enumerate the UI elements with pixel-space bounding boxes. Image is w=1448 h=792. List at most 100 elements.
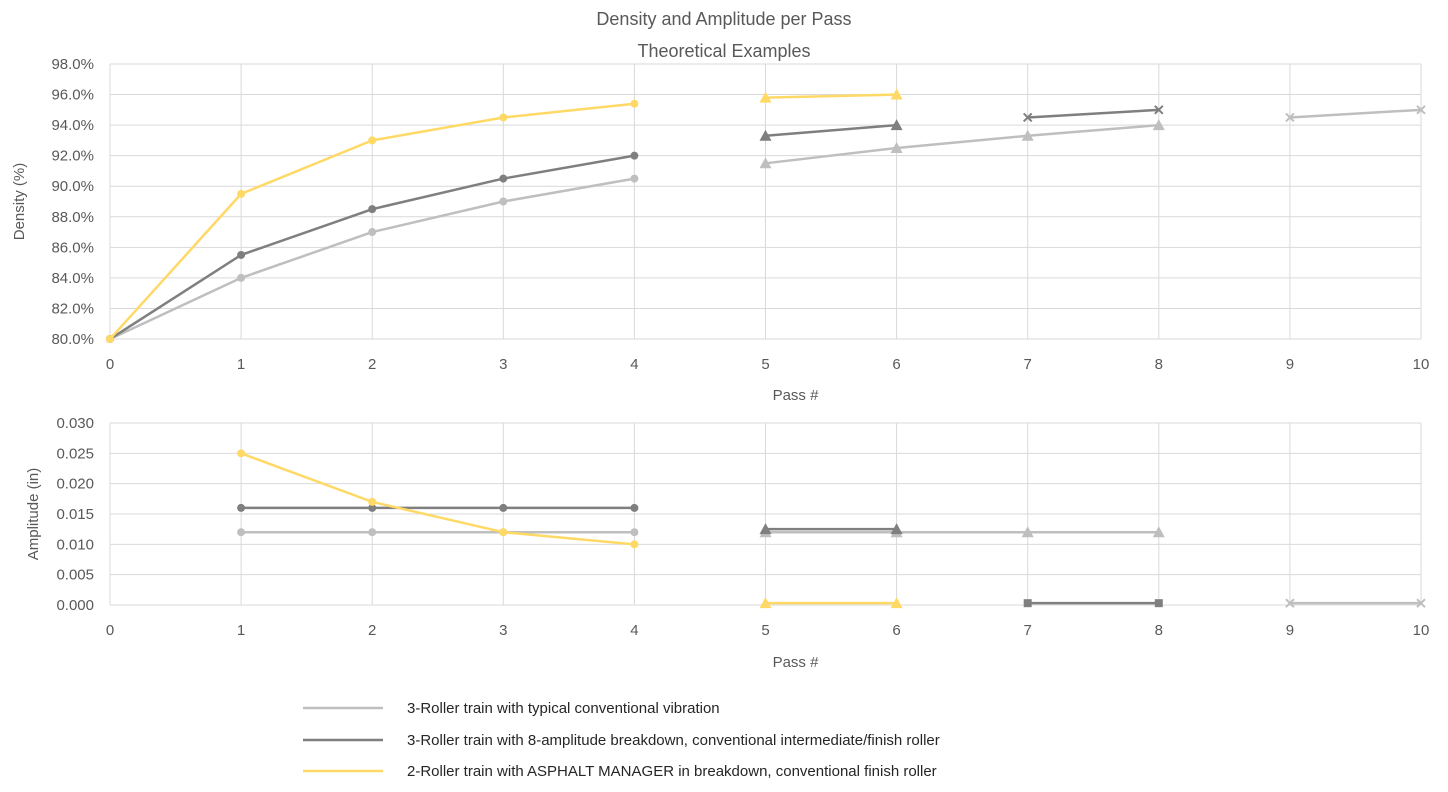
amplitude-x-tick-label: 6 bbox=[892, 622, 900, 639]
amplitude-series-2 bbox=[1285, 598, 1426, 608]
amplitude-data-point bbox=[368, 497, 377, 506]
amplitude-x-axis-label: Pass # bbox=[773, 654, 820, 671]
density-data-point bbox=[890, 142, 903, 154]
amplitude-series-7 bbox=[759, 597, 903, 609]
density-data-point bbox=[630, 174, 639, 183]
amplitude-data-point bbox=[759, 523, 772, 535]
density-data-point bbox=[890, 88, 903, 100]
density-series-1 bbox=[759, 119, 1165, 169]
density-y-tick-label: 88.0% bbox=[51, 209, 94, 226]
amplitude-x-tick-label: 1 bbox=[237, 622, 245, 639]
density-data-point bbox=[759, 129, 772, 141]
density-data-point bbox=[1416, 105, 1426, 115]
density-data-point bbox=[237, 250, 246, 259]
density-data-point bbox=[759, 91, 772, 103]
density-series-6 bbox=[106, 99, 639, 343]
density-x-tick-label: 7 bbox=[1024, 356, 1032, 373]
amplitude-series-line bbox=[240, 452, 635, 546]
amplitude-series-5 bbox=[1023, 599, 1163, 608]
amplitude-data-point bbox=[630, 528, 639, 537]
density-data-point bbox=[368, 205, 377, 214]
amplitude-y-tick-label: 0.010 bbox=[56, 536, 94, 553]
chart-panels: 0 1 2 3 4 5 6 7 8 9 1080.0%82.0%84.0%86.0%88.0%90.… bbox=[11, 56, 1429, 671]
density-data-point bbox=[499, 113, 508, 122]
legend-label: 3-Roller train with 8-amplitude breakdow… bbox=[407, 732, 940, 749]
density-data-point bbox=[630, 151, 639, 160]
density-data-point bbox=[1154, 105, 1164, 115]
density-x-tick-label: 6 bbox=[892, 356, 900, 373]
density-x-tick-label: 10 bbox=[1413, 356, 1430, 373]
amplitude-data-point bbox=[499, 503, 508, 512]
amplitude-data-point bbox=[630, 540, 639, 549]
amplitude-data-point bbox=[368, 503, 377, 512]
amplitude-data-point bbox=[759, 597, 772, 609]
amplitude-data-point bbox=[237, 503, 246, 512]
density-y-tick-label: 98.0% bbox=[51, 56, 94, 73]
density-series-line bbox=[765, 93, 897, 99]
density-data-point bbox=[1285, 112, 1295, 123]
amplitude-data-point bbox=[499, 528, 508, 537]
amplitude-data-point bbox=[890, 523, 903, 535]
amplitude-series-3 bbox=[237, 503, 639, 512]
density-y-tick-label: 92.0% bbox=[51, 148, 94, 165]
legend: 3-Roller train with typical conventional… bbox=[303, 700, 940, 780]
amplitude-y-tick-label: 0.015 bbox=[56, 506, 94, 523]
amplitude-y-tick-label: 0.025 bbox=[56, 445, 94, 462]
amplitude-y-tick-label: 0.020 bbox=[56, 476, 94, 493]
amplitude-y-tick-label: 0.030 bbox=[56, 415, 94, 432]
amplitude-series-4 bbox=[759, 523, 903, 535]
density-data-point bbox=[499, 197, 508, 206]
density-y-tick-label: 80.0% bbox=[51, 331, 94, 348]
density-y-tick-label: 94.0% bbox=[51, 117, 94, 134]
density-panel: 0 1 2 3 4 5 6 7 8 9 10 80.0% 82.0% 84.0% 86.0% 88.0% 90.… bbox=[11, 56, 1429, 404]
density-x-tick-label: 9 bbox=[1286, 356, 1294, 373]
amplitude-data-point bbox=[890, 597, 903, 609]
density-y-tick-label: 86.0% bbox=[51, 239, 94, 256]
density-data-point bbox=[1152, 119, 1165, 131]
density-y-tick-label: 84.0% bbox=[51, 270, 94, 287]
chart-title-line-2: Theoretical Examples bbox=[637, 41, 810, 61]
amplitude-data-point bbox=[237, 528, 246, 537]
density-y-axis-label: Density (%) bbox=[11, 163, 28, 241]
density-series-line bbox=[1289, 108, 1422, 119]
amplitude-x-tick-label: 2 bbox=[368, 622, 376, 639]
density-x-tick-label: 1 bbox=[237, 356, 245, 373]
amplitude-data-point bbox=[1152, 526, 1165, 538]
legend-label: 3-Roller train with typical conventional… bbox=[407, 700, 720, 717]
amplitude-data-point bbox=[1021, 526, 1034, 538]
amplitude-series-0 bbox=[237, 528, 639, 537]
amplitude-panel: 0 1 2 3 4 5 6 7 8 9 10 0.000 0.005 0.010 0.015 0.020 0.0… bbox=[25, 415, 1429, 671]
density-data-point bbox=[1021, 129, 1034, 141]
amplitude-x-tick-label: 4 bbox=[630, 622, 638, 639]
legend-label: 2-Roller train with ASPHALT MANAGER in b… bbox=[407, 763, 937, 780]
amplitude-x-tick-label: 0 bbox=[106, 622, 114, 639]
legend-entry: 3-Roller train with typical conventional… bbox=[303, 700, 720, 717]
density-y-tick-label: 96.0% bbox=[51, 87, 94, 104]
density-data-point bbox=[1022, 112, 1033, 123]
amplitude-x-tick-label: 7 bbox=[1024, 622, 1032, 639]
amplitude-data-point bbox=[1023, 599, 1032, 608]
density-data-point bbox=[499, 174, 508, 183]
density-data-point bbox=[890, 119, 903, 131]
amplitude-x-tick-label: 3 bbox=[499, 622, 507, 639]
legend-entry: 3-Roller train with 8-amplitude breakdow… bbox=[303, 732, 940, 749]
amplitude-y-tick-label: 0.005 bbox=[56, 567, 94, 584]
density-series-4 bbox=[759, 119, 903, 141]
amplitude-x-tick-label: 5 bbox=[761, 622, 769, 639]
density-y-tick-label: 90.0% bbox=[51, 178, 94, 195]
amplitude-x-tick-label: 9 bbox=[1286, 622, 1294, 639]
amplitude-series-6 bbox=[237, 449, 639, 549]
amplitude-y-tick-label: 0.000 bbox=[56, 597, 94, 614]
density-x-axis-label: Pass # bbox=[773, 387, 820, 404]
amplitude-data-point bbox=[630, 503, 639, 512]
density-x-tick-label: 8 bbox=[1155, 356, 1163, 373]
amplitude-x-tick-label: 10 bbox=[1413, 622, 1430, 639]
density-series-7 bbox=[759, 88, 903, 103]
density-data-point bbox=[630, 99, 639, 108]
amplitude-data-point bbox=[1285, 598, 1295, 608]
density-series-2 bbox=[1285, 105, 1426, 123]
density-x-tick-label: 5 bbox=[761, 356, 769, 373]
density-x-tick-label: 2 bbox=[368, 356, 376, 373]
legend-entry: 2-Roller train with ASPHALT MANAGER in b… bbox=[303, 763, 937, 780]
